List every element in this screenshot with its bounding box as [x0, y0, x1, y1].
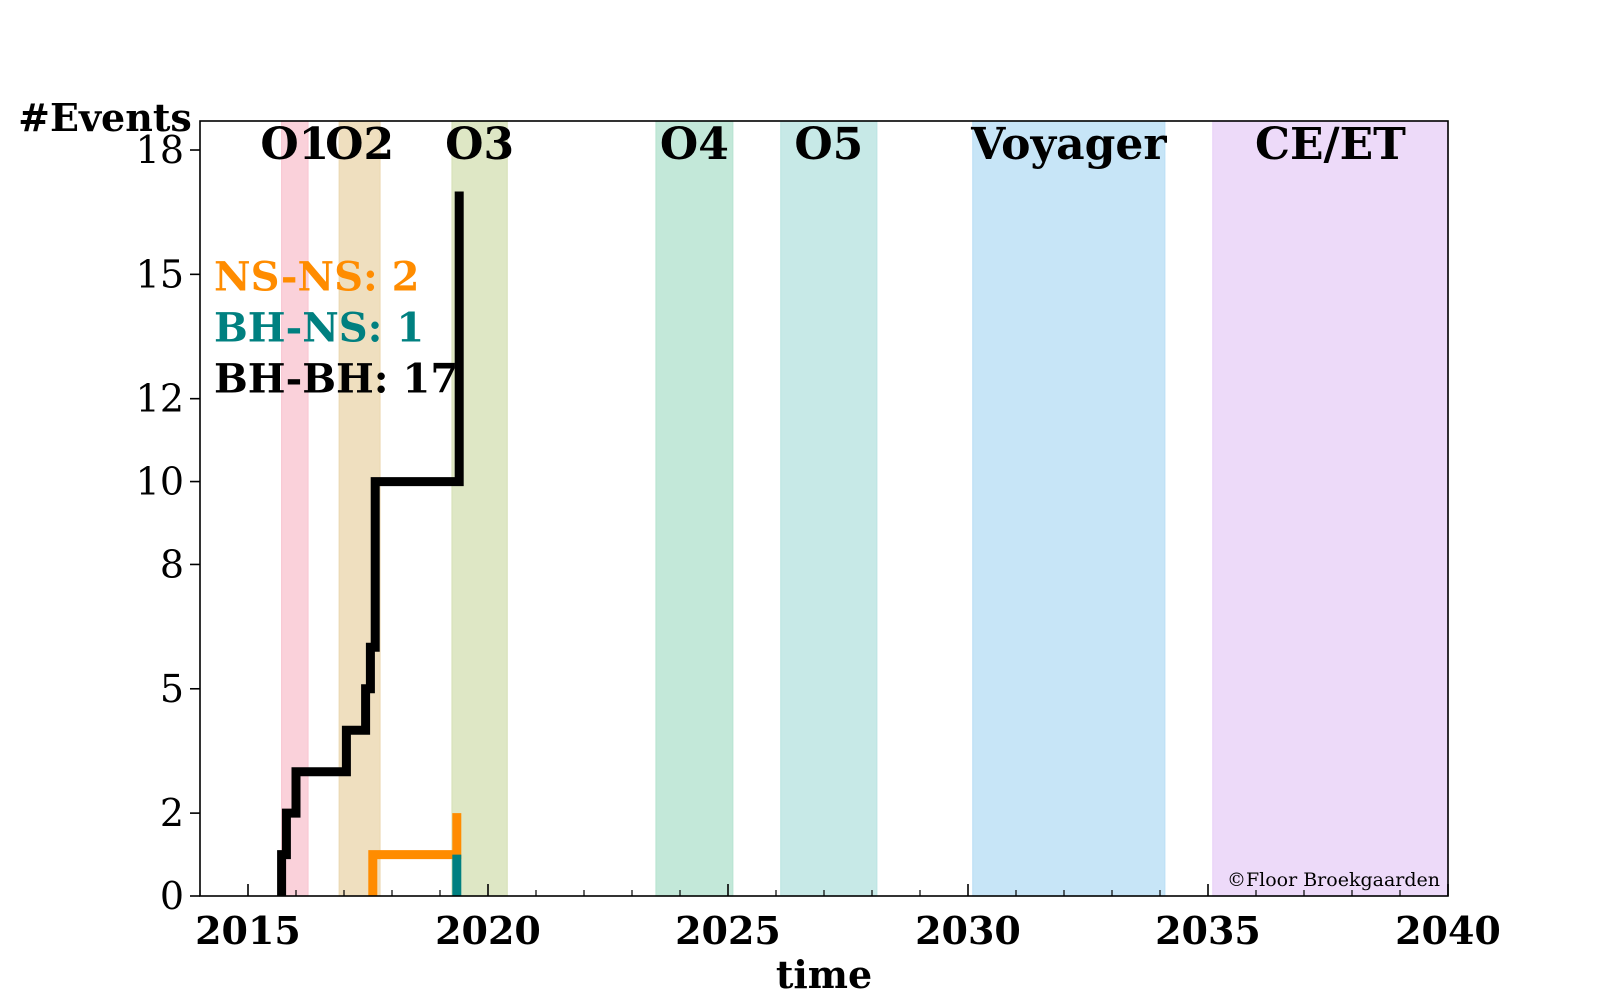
y-tick-label: 5	[160, 667, 184, 711]
band-o4	[655, 120, 734, 897]
y-tick-label: 15	[136, 252, 184, 296]
credit-text: ©Floor Broekgaarden	[1227, 869, 1440, 891]
legend-entry-ns-ns: NS-NS: 2	[214, 253, 420, 300]
band-label-o4: O4	[660, 119, 729, 170]
x-tick-label: 2030	[915, 908, 1021, 953]
event-count-series	[277, 191, 464, 896]
band-label-voyager: Voyager	[970, 119, 1167, 170]
y-tick-label: 8	[160, 542, 184, 586]
y-axis: 0 2 5 8 10 12 15 18	[136, 128, 200, 918]
y-tick-label: 10	[136, 460, 184, 504]
x-axis: 2015 2020 2025 2030 2035 2040	[195, 884, 1501, 953]
series-ns-ns-line	[368, 813, 462, 896]
x-tick-label: 2035	[1155, 908, 1261, 953]
y-tick-label: 2	[160, 791, 184, 835]
x-tick-label: 2015	[195, 908, 301, 953]
legend-entry-bh-bh: BH-BH: 17	[214, 355, 458, 402]
x-tick-label: 2020	[435, 908, 541, 953]
legend: NS-NS: 2BH-NS: 1BH-BH: 17	[214, 253, 458, 402]
band-label-ce-et: CE/ET	[1255, 119, 1406, 170]
legend-entry-bh-ns: BH-NS: 1	[214, 304, 424, 351]
band-label-o1: O1	[260, 119, 329, 170]
y-tick-label: 18	[136, 128, 184, 172]
y-tick-label: 12	[136, 377, 184, 421]
band-o5	[780, 120, 878, 897]
x-tick-label: 2040	[1395, 908, 1501, 953]
band-ce-et	[1212, 120, 1449, 897]
band-voyager	[972, 120, 1166, 897]
x-tick-label: 2025	[675, 908, 781, 953]
band-label-o5: O5	[794, 119, 863, 170]
x-axis-label: time	[776, 952, 872, 997]
y-tick-label: 0	[160, 874, 184, 918]
band-o1	[281, 120, 309, 897]
band-label-o2: O2	[325, 119, 394, 170]
band-label-o3: O3	[445, 119, 514, 170]
y-axis-label: #Events	[18, 95, 192, 140]
series-bh-bh-line	[277, 191, 464, 896]
